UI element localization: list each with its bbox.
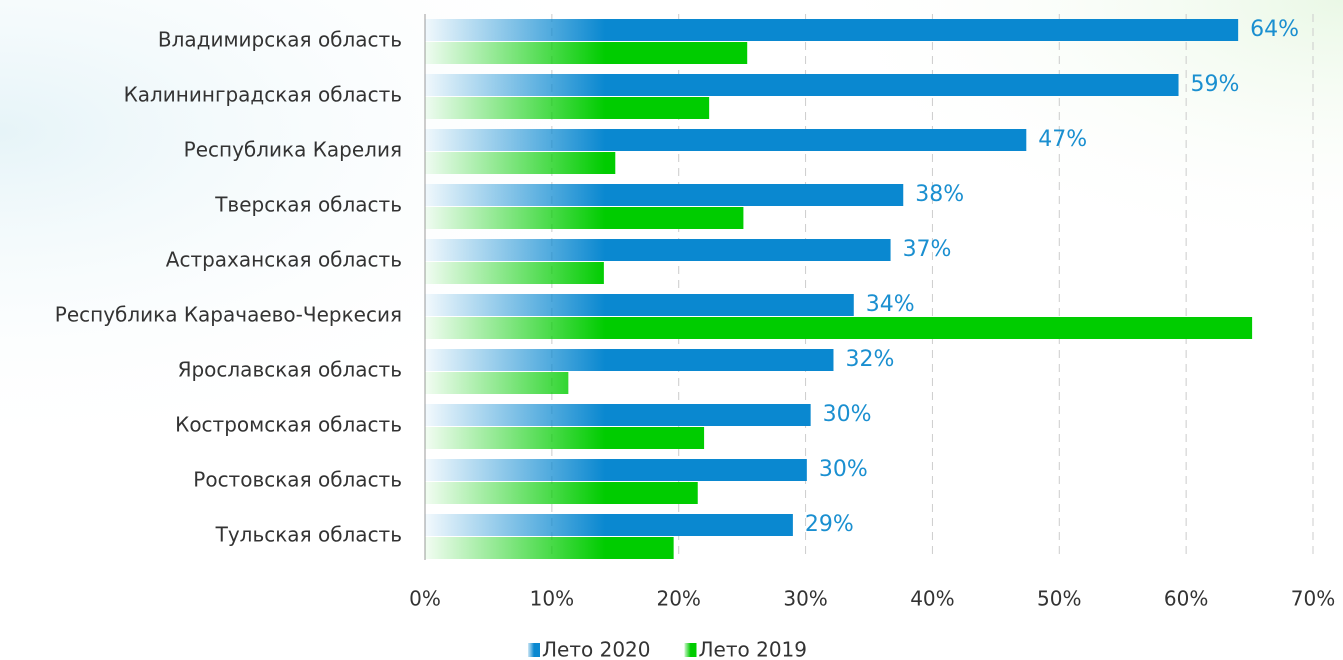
y-tick-label: Тульская область	[215, 523, 402, 547]
bar	[425, 537, 674, 559]
y-tick-label: Калининградская область	[124, 83, 402, 107]
data-label: 38%	[915, 182, 964, 207]
y-tick-label: Владимирская область	[158, 28, 402, 52]
bar	[425, 482, 698, 504]
bar	[425, 19, 1239, 41]
bar	[425, 294, 854, 316]
legend-swatch	[528, 643, 540, 657]
x-tick-label: 30%	[783, 587, 827, 611]
bar	[425, 207, 744, 229]
bar	[425, 97, 710, 119]
x-tick-label: 70%	[1291, 587, 1335, 611]
bar	[425, 349, 834, 371]
y-tick-label: Ростовская область	[193, 468, 402, 492]
x-tick-label: 40%	[910, 587, 954, 611]
data-label: 32%	[845, 347, 894, 372]
x-tick-label: 10%	[530, 587, 574, 611]
bar	[425, 74, 1179, 96]
data-label: 29%	[805, 512, 854, 537]
bar	[425, 404, 811, 426]
y-tick-label: Тверская область	[214, 193, 402, 217]
y-tick-label: Костромская область	[175, 413, 402, 437]
legend-swatch	[684, 643, 697, 657]
bar	[425, 42, 748, 64]
y-tick-label: Республика Карачаево-Черкесия	[55, 303, 402, 327]
bar	[425, 459, 807, 481]
y-tick-label: Ярославская область	[178, 358, 402, 382]
bar	[425, 427, 705, 449]
bar	[425, 514, 793, 536]
data-label: 30%	[819, 457, 868, 482]
bar	[425, 317, 1253, 339]
legend-label: Лето 2019	[699, 638, 808, 660]
x-tick-label: 20%	[656, 587, 700, 611]
bar	[425, 372, 569, 394]
data-label: 37%	[903, 237, 952, 262]
bar	[425, 152, 616, 174]
y-tick-label: Республика Карелия	[184, 138, 402, 162]
legend-label: Лето 2020	[542, 638, 651, 660]
bar	[425, 129, 1027, 151]
bar	[425, 184, 904, 206]
data-label: 47%	[1038, 127, 1087, 152]
data-label: 59%	[1191, 72, 1240, 97]
y-tick-label: Астраханская область	[166, 248, 402, 272]
bar	[425, 262, 604, 284]
x-tick-label: 50%	[1037, 587, 1081, 611]
x-tick-label: 0%	[409, 587, 441, 611]
data-label: 34%	[866, 292, 915, 317]
bar	[425, 239, 891, 261]
data-label: 64%	[1250, 17, 1299, 42]
data-label: 30%	[823, 402, 872, 427]
x-tick-label: 60%	[1164, 587, 1208, 611]
